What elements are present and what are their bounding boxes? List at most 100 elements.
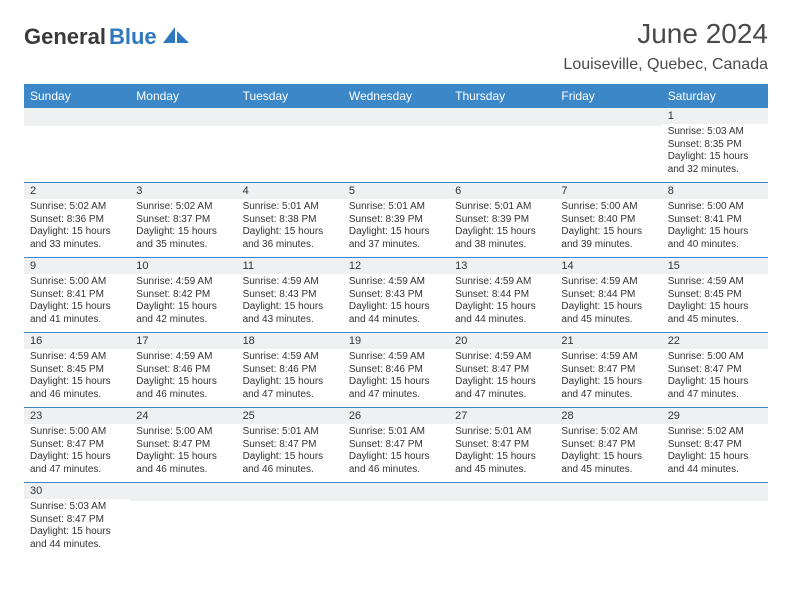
day-number (130, 483, 236, 501)
day-number: 8 (662, 183, 768, 199)
calendar-cell: 12Sunrise: 4:59 AMSunset: 8:43 PMDayligh… (343, 258, 449, 333)
calendar-cell: 2Sunrise: 5:02 AMSunset: 8:36 PMDaylight… (24, 183, 130, 258)
calendar-cell: 21Sunrise: 4:59 AMSunset: 8:47 PMDayligh… (555, 333, 661, 408)
day-number: 29 (662, 408, 768, 424)
day-number (449, 483, 555, 501)
day-number: 3 (130, 183, 236, 199)
day-details: Sunrise: 4:59 AMSunset: 8:45 PMDaylight:… (662, 274, 768, 330)
day-details: Sunrise: 5:02 AMSunset: 8:37 PMDaylight:… (130, 199, 236, 255)
calendar-week: 1Sunrise: 5:03 AMSunset: 8:35 PMDaylight… (24, 108, 768, 183)
day-details: Sunrise: 4:59 AMSunset: 8:47 PMDaylight:… (555, 349, 661, 405)
day-details: Sunrise: 5:03 AMSunset: 8:47 PMDaylight:… (24, 499, 130, 555)
calendar-cell: 25Sunrise: 5:01 AMSunset: 8:47 PMDayligh… (237, 408, 343, 483)
calendar-cell (555, 483, 661, 558)
day-details: Sunrise: 5:00 AMSunset: 8:41 PMDaylight:… (662, 199, 768, 255)
day-details: Sunrise: 5:01 AMSunset: 8:47 PMDaylight:… (449, 424, 555, 480)
calendar-cell (130, 483, 236, 558)
page: General Blue June 2024 Louiseville, Queb… (0, 0, 792, 557)
calendar-cell (24, 108, 130, 183)
day-number: 13 (449, 258, 555, 274)
calendar-cell: 9Sunrise: 5:00 AMSunset: 8:41 PMDaylight… (24, 258, 130, 333)
day-details: Sunrise: 4:59 AMSunset: 8:47 PMDaylight:… (449, 349, 555, 405)
calendar-cell: 15Sunrise: 4:59 AMSunset: 8:45 PMDayligh… (662, 258, 768, 333)
calendar-cell: 17Sunrise: 4:59 AMSunset: 8:46 PMDayligh… (130, 333, 236, 408)
day-details: Sunrise: 5:02 AMSunset: 8:47 PMDaylight:… (662, 424, 768, 480)
day-number: 18 (237, 333, 343, 349)
day-number: 5 (343, 183, 449, 199)
day-details: Sunrise: 5:01 AMSunset: 8:39 PMDaylight:… (343, 199, 449, 255)
day-header: Thursday (449, 84, 555, 108)
day-details: Sunrise: 5:01 AMSunset: 8:47 PMDaylight:… (237, 424, 343, 480)
day-number (237, 483, 343, 501)
calendar-cell: 4Sunrise: 5:01 AMSunset: 8:38 PMDaylight… (237, 183, 343, 258)
day-header: Sunday (24, 84, 130, 108)
title-block: June 2024 Louiseville, Quebec, Canada (563, 18, 768, 74)
calendar-cell: 16Sunrise: 4:59 AMSunset: 8:45 PMDayligh… (24, 333, 130, 408)
calendar-cell (555, 108, 661, 183)
day-details: Sunrise: 4:59 AMSunset: 8:43 PMDaylight:… (343, 274, 449, 330)
calendar-cell: 26Sunrise: 5:01 AMSunset: 8:47 PMDayligh… (343, 408, 449, 483)
calendar-cell (237, 108, 343, 183)
day-header: Monday (130, 84, 236, 108)
day-details: Sunrise: 4:59 AMSunset: 8:46 PMDaylight:… (130, 349, 236, 405)
day-details: Sunrise: 5:00 AMSunset: 8:47 PMDaylight:… (130, 424, 236, 480)
day-number: 20 (449, 333, 555, 349)
calendar-cell: 13Sunrise: 4:59 AMSunset: 8:44 PMDayligh… (449, 258, 555, 333)
day-number (449, 108, 555, 126)
day-number: 30 (24, 483, 130, 499)
day-details: Sunrise: 5:00 AMSunset: 8:47 PMDaylight:… (662, 349, 768, 405)
day-number: 1 (662, 108, 768, 124)
day-number (555, 108, 661, 126)
day-number: 28 (555, 408, 661, 424)
day-details: Sunrise: 5:03 AMSunset: 8:35 PMDaylight:… (662, 124, 768, 180)
calendar-cell: 14Sunrise: 4:59 AMSunset: 8:44 PMDayligh… (555, 258, 661, 333)
calendar-cell: 8Sunrise: 5:00 AMSunset: 8:41 PMDaylight… (662, 183, 768, 258)
day-number (24, 108, 130, 126)
calendar-cell: 5Sunrise: 5:01 AMSunset: 8:39 PMDaylight… (343, 183, 449, 258)
calendar-cell (130, 108, 236, 183)
day-number: 6 (449, 183, 555, 199)
calendar-table: SundayMondayTuesdayWednesdayThursdayFrid… (24, 84, 768, 557)
day-details: Sunrise: 4:59 AMSunset: 8:44 PMDaylight:… (449, 274, 555, 330)
day-number: 14 (555, 258, 661, 274)
day-details: Sunrise: 5:01 AMSunset: 8:39 PMDaylight:… (449, 199, 555, 255)
day-number: 24 (130, 408, 236, 424)
day-header: Tuesday (237, 84, 343, 108)
day-details: Sunrise: 4:59 AMSunset: 8:46 PMDaylight:… (343, 349, 449, 405)
day-details: Sunrise: 4:59 AMSunset: 8:43 PMDaylight:… (237, 274, 343, 330)
calendar-cell: 3Sunrise: 5:02 AMSunset: 8:37 PMDaylight… (130, 183, 236, 258)
day-header: Friday (555, 84, 661, 108)
day-number: 22 (662, 333, 768, 349)
brand-logo: General Blue (24, 24, 189, 50)
day-number: 21 (555, 333, 661, 349)
day-header: Saturday (662, 84, 768, 108)
calendar-cell (662, 483, 768, 558)
day-number: 2 (24, 183, 130, 199)
header: General Blue June 2024 Louiseville, Queb… (24, 18, 768, 74)
day-number (343, 483, 449, 501)
day-details: Sunrise: 5:02 AMSunset: 8:47 PMDaylight:… (555, 424, 661, 480)
brand-part2: Blue (109, 24, 157, 50)
calendar-cell: 28Sunrise: 5:02 AMSunset: 8:47 PMDayligh… (555, 408, 661, 483)
day-number: 11 (237, 258, 343, 274)
day-number (130, 108, 236, 126)
calendar-cell: 30Sunrise: 5:03 AMSunset: 8:47 PMDayligh… (24, 483, 130, 558)
calendar-cell: 19Sunrise: 4:59 AMSunset: 8:46 PMDayligh… (343, 333, 449, 408)
day-details: Sunrise: 4:59 AMSunset: 8:45 PMDaylight:… (24, 349, 130, 405)
day-number: 16 (24, 333, 130, 349)
day-details: Sunrise: 4:59 AMSunset: 8:42 PMDaylight:… (130, 274, 236, 330)
calendar-cell: 22Sunrise: 5:00 AMSunset: 8:47 PMDayligh… (662, 333, 768, 408)
calendar-week: 16Sunrise: 4:59 AMSunset: 8:45 PMDayligh… (24, 333, 768, 408)
day-number: 17 (130, 333, 236, 349)
day-number: 12 (343, 258, 449, 274)
day-number: 10 (130, 258, 236, 274)
calendar-cell: 24Sunrise: 5:00 AMSunset: 8:47 PMDayligh… (130, 408, 236, 483)
calendar-cell: 7Sunrise: 5:00 AMSunset: 8:40 PMDaylight… (555, 183, 661, 258)
day-header: Wednesday (343, 84, 449, 108)
day-number (237, 108, 343, 126)
day-number (343, 108, 449, 126)
sail-icon (163, 25, 189, 50)
day-details: Sunrise: 5:00 AMSunset: 8:47 PMDaylight:… (24, 424, 130, 480)
day-details: Sunrise: 5:01 AMSunset: 8:47 PMDaylight:… (343, 424, 449, 480)
calendar-cell: 6Sunrise: 5:01 AMSunset: 8:39 PMDaylight… (449, 183, 555, 258)
